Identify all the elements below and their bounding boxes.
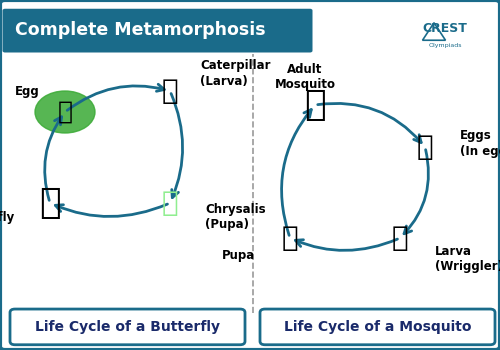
Text: 🪱: 🪱 (392, 224, 408, 252)
Text: 🫘: 🫘 (162, 189, 178, 217)
Text: Life Cycle of a Mosquito: Life Cycle of a Mosquito (284, 320, 471, 334)
Text: Life Cycle of a Butterfly: Life Cycle of a Butterfly (35, 320, 220, 334)
Text: Butterfly: Butterfly (0, 210, 15, 224)
Text: Eggs
(In egg raft): Eggs (In egg raft) (460, 130, 500, 158)
FancyBboxPatch shape (10, 309, 245, 345)
Text: Olympiads: Olympiads (428, 43, 462, 48)
Text: 🦟: 🦟 (304, 88, 326, 122)
Text: 🥚: 🥚 (416, 133, 434, 161)
Text: 🐛: 🐛 (162, 77, 178, 105)
Text: Caterpillar
(Larva): Caterpillar (Larva) (200, 60, 270, 88)
Text: Complete Metamorphosis: Complete Metamorphosis (15, 21, 266, 40)
Ellipse shape (35, 91, 95, 133)
FancyBboxPatch shape (260, 309, 495, 345)
Text: Adult
Mosquito: Adult Mosquito (274, 63, 336, 91)
Text: CREST: CREST (422, 21, 468, 35)
Text: Larva
(Wriggler): Larva (Wriggler) (435, 245, 500, 273)
Text: 🦋: 🦋 (39, 186, 61, 220)
Text: 🐌: 🐌 (282, 224, 298, 252)
Text: Chrysalis
(Pupa): Chrysalis (Pupa) (205, 203, 266, 231)
FancyBboxPatch shape (2, 9, 312, 52)
Text: Pupa: Pupa (222, 249, 255, 262)
Text: Egg: Egg (15, 84, 40, 98)
Text: 🌿: 🌿 (58, 100, 72, 124)
